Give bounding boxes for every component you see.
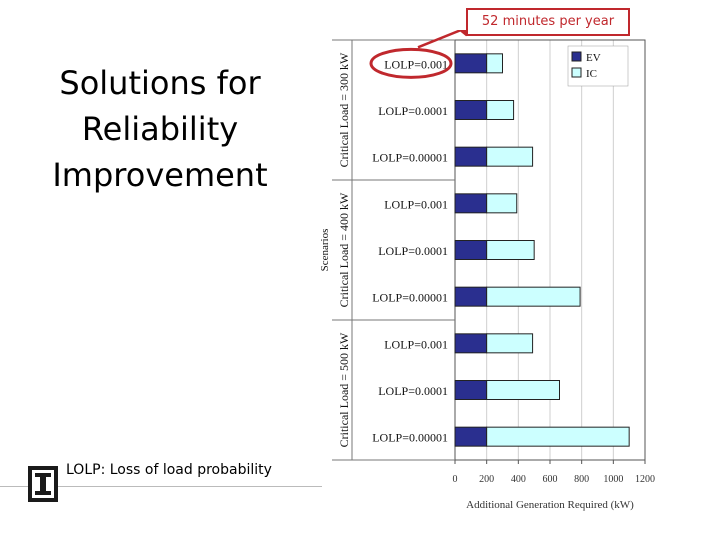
chart: LOLP=0.001 LOLP=0.0001 LOLP=0.00001 LOLP=0.… (319, 30, 655, 511)
footnote-text: LOLP: Loss of load probability (66, 462, 272, 478)
bar-ic (486, 193, 518, 214)
slide-title: Solutions for Reliability Improvement (30, 60, 290, 198)
callout-arrow (417, 30, 465, 49)
bar-ic (486, 240, 535, 260)
highlight-ellipse (369, 47, 453, 79)
bar-ev (454, 146, 488, 167)
category-label: LOLP=0.0001 (378, 244, 448, 258)
category-label: LOLP=0.001 (384, 337, 448, 351)
group-label: Critical Load = 400 kW (337, 192, 351, 307)
bar-ev (454, 53, 488, 74)
x-axis-label: Additional Generation Required (kW) (466, 499, 634, 511)
slide-title-line-2: Reliability (81, 110, 239, 148)
bar-ev (454, 286, 488, 307)
bar-ev (454, 193, 488, 214)
legend-label: EV (586, 52, 601, 64)
x-tick-label: 0 (453, 474, 458, 485)
bar-ev (454, 380, 488, 400)
category-label: LOLP=0.00001 (372, 291, 448, 305)
x-tick-label: 1200 (635, 474, 655, 485)
bar-ic (486, 53, 504, 74)
category-label: LOLP=0.0001 (378, 384, 448, 398)
category-label: LOLP=0.0001 (378, 104, 448, 118)
slide-title-line-1: Solutions for (59, 64, 261, 102)
legend-label: IC (586, 68, 597, 80)
x-tick-label: 800 (574, 474, 589, 485)
x-tick-label: 200 (479, 474, 494, 485)
bar-ic (486, 100, 515, 120)
callout-box: 52 minutes per year (466, 8, 630, 36)
category-label: LOLP=0.00001 (372, 151, 448, 165)
footer-divider (0, 486, 322, 487)
bar-ic (486, 286, 581, 307)
slide-title-line-3: Improvement (52, 156, 268, 194)
bar-ic (486, 380, 561, 400)
university-logo-icon (28, 466, 58, 502)
legend-swatch (571, 67, 582, 78)
legend-swatch (571, 51, 582, 62)
group-label: Critical Load = 300 kW (337, 52, 351, 167)
bar-ev (454, 100, 488, 120)
x-tick-label: 600 (543, 474, 558, 485)
x-tick-label: 400 (511, 474, 526, 485)
bar-ic (486, 333, 534, 354)
group-label: Critical Load = 500 kW (337, 332, 351, 447)
category-label: LOLP=0.001 (384, 197, 448, 211)
callout-arrowhead (457, 30, 469, 37)
bar-ic (486, 146, 534, 167)
bar-ev (454, 333, 488, 354)
bar-ev (454, 240, 488, 260)
x-tick-label: 1000 (603, 474, 623, 485)
bar-ic (486, 426, 630, 447)
category-label: LOLP=0.001 (384, 57, 448, 71)
category-label: LOLP=0.00001 (372, 431, 448, 445)
bar-ev (454, 426, 488, 447)
y-axis-label: Scenarios (319, 229, 331, 272)
